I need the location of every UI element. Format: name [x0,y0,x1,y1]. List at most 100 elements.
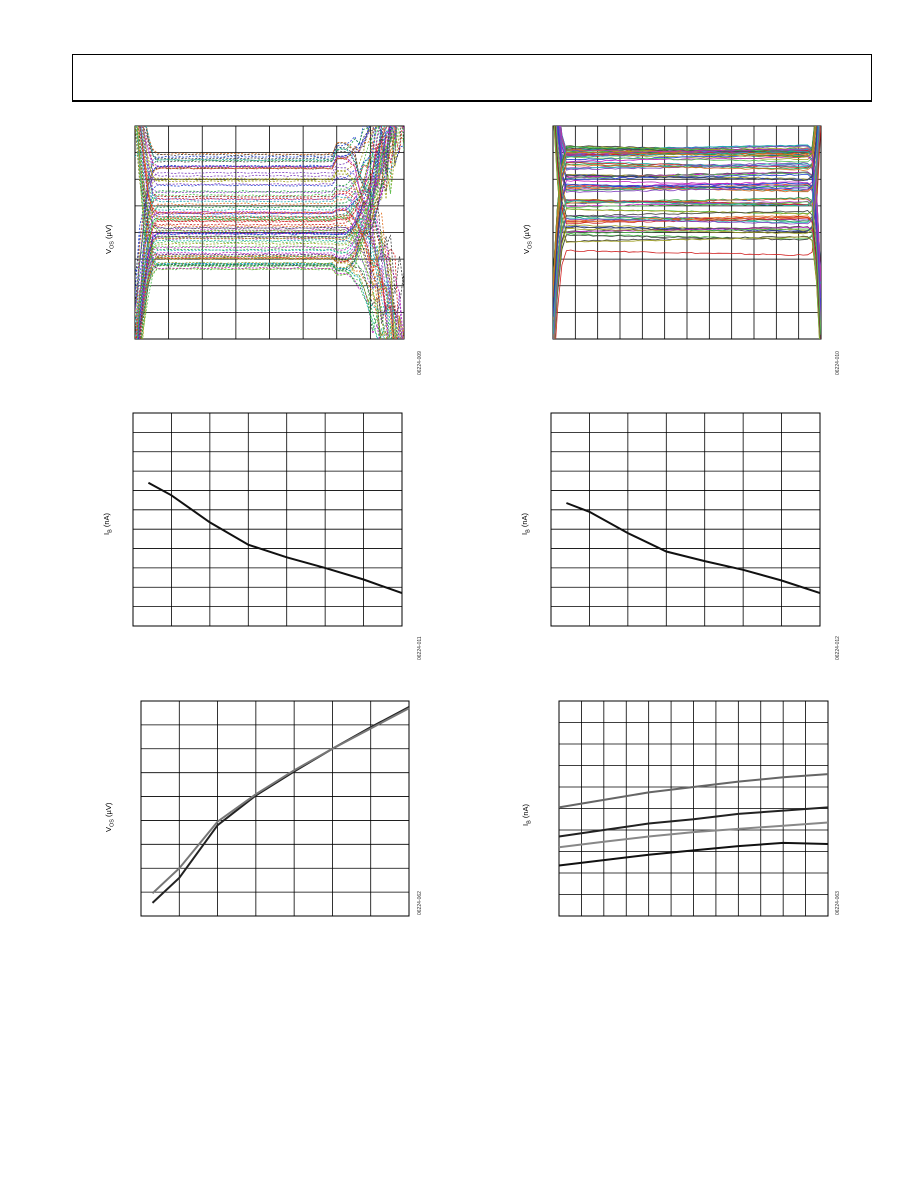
unit-curve [553,126,819,333]
page-header-box [72,54,872,102]
series-line-1 [147,481,403,595]
unit-curve [135,126,375,314]
unit-curve [553,126,816,291]
unit-curve [553,126,818,309]
unit-curve [139,126,392,339]
unit-curve [135,126,385,339]
unit-curve [142,126,400,339]
unit-curve [135,126,388,339]
unit-curve [135,126,369,297]
unit-curve [135,126,374,339]
chart-3-plot [132,412,403,627]
unit-curve [139,126,390,339]
plot-frame [550,412,821,627]
chart-1-plot [134,125,405,340]
chart-4-plot [550,412,821,627]
series-line-4 [558,841,829,867]
unit-curve [553,126,820,339]
unit-curve [136,126,391,339]
unit-curve [135,126,371,339]
unit-curve [135,126,382,339]
unit-curve [557,126,821,307]
unit-curve [560,126,821,279]
unit-curve [137,126,381,339]
unit-curve [138,126,392,339]
unit-curve [143,126,404,339]
unit-curve [554,126,821,339]
unit-curve [135,126,378,323]
unit-curve [137,126,393,339]
unit-curve [141,126,404,339]
unit-curve [138,126,398,339]
chart-2-plot [552,125,822,340]
unit-curve [139,126,397,339]
unit-curve [145,126,400,339]
unit-curve [140,126,397,339]
unit-curve [553,126,815,281]
chart-6-y-axis-label: IB (nA) [521,803,533,826]
unit-curve [135,126,380,310]
unit-curve [135,126,369,339]
unit-curve [556,126,821,318]
unit-curve [135,126,371,279]
unit-curve [138,126,402,339]
unit-curve [136,126,385,339]
unit-curve [557,126,821,306]
unit-curve [555,126,821,335]
unit-curve [555,126,821,333]
unit-curve [559,126,821,288]
chart-5-plot [140,700,410,917]
unit-curve [136,126,384,339]
unit-curve [553,126,817,298]
unit-curve [555,126,821,339]
series-line-2 [151,707,410,895]
chart-6-plot [558,700,829,917]
unit-curve [142,126,404,339]
unit-curve [139,126,398,339]
series-line-1 [558,773,829,809]
unit-curve [139,126,404,339]
unit-curve [135,126,396,339]
unit-curve [553,126,819,334]
unit-curve [137,126,386,339]
unit-curve [553,126,816,286]
unit-curve [138,126,397,339]
unit-curve [146,126,404,317]
unit-curve [142,126,404,339]
unit-curve [139,126,395,339]
unit-curve [137,126,397,339]
unit-curve [553,126,821,339]
unit-curve [140,126,395,339]
unit-curve [553,126,818,317]
unit-curve [137,126,381,339]
unit-curve [553,126,820,339]
unit-curve [137,126,383,339]
unit-curve [138,126,393,339]
unit-curve [553,126,820,339]
plot-frame [140,700,410,917]
unit-curve [553,126,818,308]
unit-curve [140,126,398,339]
unit-curve [143,126,404,339]
unit-curve [135,126,377,327]
unit-curve [554,126,821,339]
unit-curve [140,126,395,339]
unit-curve [553,126,817,298]
unit-curve [553,126,820,339]
unit-curve [142,126,403,339]
unit-curve [141,126,404,325]
unit-curve [553,126,820,339]
unit-curve [135,126,381,339]
unit-curve [137,126,397,339]
series-line-2 [558,806,829,838]
chart-6-figure-id: 06224-063 [835,891,841,915]
series-line-1 [566,502,821,595]
series-group [135,126,404,339]
unit-curve [135,126,380,339]
unit-curve [137,126,387,339]
series-group [553,126,821,339]
unit-curve [140,126,389,339]
unit-curve [555,126,821,339]
unit-curve [139,126,400,339]
unit-curve [559,126,821,291]
